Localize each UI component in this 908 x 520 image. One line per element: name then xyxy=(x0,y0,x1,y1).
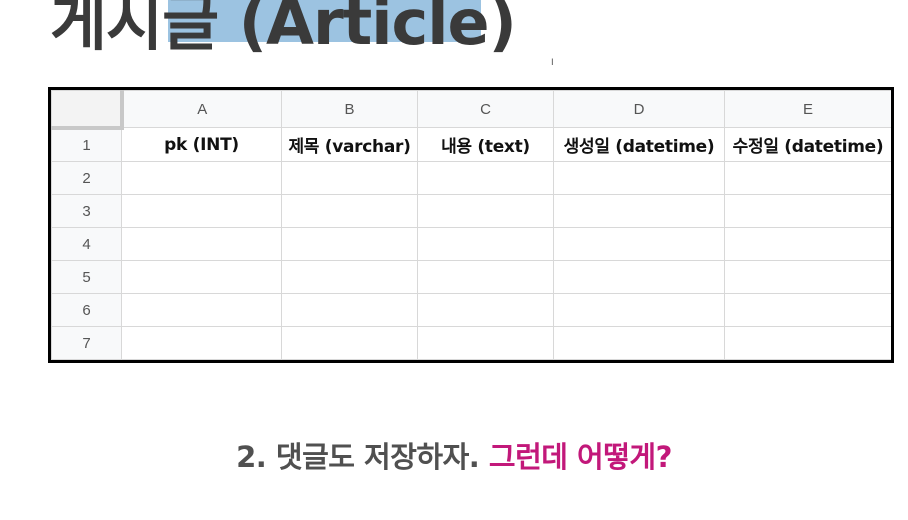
slide-title: 게시글 (Article) xyxy=(50,0,517,59)
cell-c1[interactable]: 내용 (text) xyxy=(417,127,554,162)
table-row: 4 xyxy=(51,227,891,261)
spreadsheet-screenshot: A B C D E 1 pk (INT) 제목 (varchar) 내용 (te… xyxy=(48,87,894,363)
column-header-a[interactable]: A xyxy=(121,90,282,128)
cell[interactable] xyxy=(417,227,554,261)
cell-b1[interactable]: 제목 (varchar) xyxy=(281,127,418,162)
row-header-7[interactable]: 7 xyxy=(51,326,122,360)
cell[interactable] xyxy=(553,326,725,360)
row-header-1[interactable]: 1 xyxy=(51,127,122,162)
cell[interactable] xyxy=(281,260,418,294)
row-header-2[interactable]: 2 xyxy=(51,161,122,195)
cell[interactable] xyxy=(553,260,725,294)
cell[interactable] xyxy=(281,227,418,261)
table-row: 2 xyxy=(51,161,891,195)
title-text-selection-highlight xyxy=(168,0,481,42)
cell[interactable] xyxy=(121,227,282,261)
text-cursor-icon: I xyxy=(551,58,554,68)
slide-title-wrap: 게시글 (Article) xyxy=(50,0,517,68)
cell-a1[interactable]: pk (INT) xyxy=(121,127,282,162)
row-header-3[interactable]: 3 xyxy=(51,194,122,228)
cell-d1[interactable]: 생성일 (datetime) xyxy=(553,127,725,162)
cell[interactable] xyxy=(553,161,725,195)
subtitle-main-text: 2. 댓글도 저장하자. xyxy=(236,440,480,474)
column-header-e[interactable]: E xyxy=(724,90,891,128)
cell[interactable] xyxy=(553,194,725,228)
column-header-c[interactable]: C xyxy=(417,90,554,128)
cell[interactable] xyxy=(724,161,891,195)
cell[interactable] xyxy=(281,161,418,195)
cell[interactable] xyxy=(724,194,891,228)
select-all-corner[interactable] xyxy=(51,90,124,130)
spreadsheet-grid: A B C D E 1 pk (INT) 제목 (varchar) 내용 (te… xyxy=(51,90,891,360)
row-header-6[interactable]: 6 xyxy=(51,293,122,327)
table-row: 6 xyxy=(51,293,891,327)
cell[interactable] xyxy=(121,326,282,360)
cell[interactable] xyxy=(121,293,282,327)
cell[interactable] xyxy=(121,194,282,228)
cell-e1[interactable]: 수정일 (datetime) xyxy=(724,127,891,162)
cell[interactable] xyxy=(417,194,554,228)
cell[interactable] xyxy=(553,227,725,261)
table-row: 1 pk (INT) 제목 (varchar) 내용 (text) 생성일 (d… xyxy=(51,127,891,162)
cell[interactable] xyxy=(417,161,554,195)
column-header-d[interactable]: D xyxy=(553,90,725,128)
cell[interactable] xyxy=(281,194,418,228)
table-row: 5 xyxy=(51,260,891,294)
cell[interactable] xyxy=(553,293,725,327)
cell[interactable] xyxy=(724,326,891,360)
table-row: 3 xyxy=(51,194,891,228)
cell[interactable] xyxy=(724,293,891,327)
column-header-b[interactable]: B xyxy=(281,90,418,128)
cell[interactable] xyxy=(724,227,891,261)
cell[interactable] xyxy=(281,326,418,360)
slide-subtitle: 2. 댓글도 저장하자. 그런데 어떻게? xyxy=(0,434,908,476)
cell[interactable] xyxy=(417,293,554,327)
cell[interactable] xyxy=(121,161,282,195)
table-row: 7 xyxy=(51,326,891,360)
cell[interactable] xyxy=(281,293,418,327)
cell[interactable] xyxy=(724,260,891,294)
row-header-5[interactable]: 5 xyxy=(51,260,122,294)
cell[interactable] xyxy=(417,260,554,294)
column-header-row: A B C D E xyxy=(51,90,891,130)
cell[interactable] xyxy=(121,260,282,294)
subtitle-accent-text: 그런데 어떻게? xyxy=(488,440,673,474)
cell[interactable] xyxy=(417,326,554,360)
row-header-4[interactable]: 4 xyxy=(51,227,122,261)
